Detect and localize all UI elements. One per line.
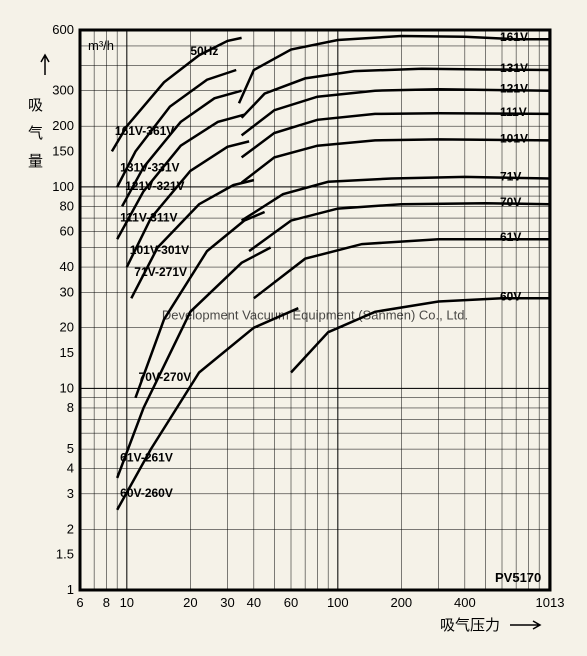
series-label-131V: 131V bbox=[500, 61, 528, 75]
combo-label-61V-261V: 61V-261V bbox=[120, 450, 173, 464]
y-unit: m³/h bbox=[88, 38, 114, 53]
combo-label-111V-311V: 111V-311V bbox=[120, 211, 177, 225]
pump-performance-chart: 6 8 10 20 30 40 60 100 200 400 1013 1 1.5 2 3 4 5 8 10 15 20… bbox=[10, 10, 577, 646]
x-tick: 8 bbox=[103, 595, 110, 610]
x-tick: 60 bbox=[284, 595, 298, 610]
x-tick: 1013 bbox=[536, 595, 565, 610]
combo-label-71V-271V: 71V-271V bbox=[134, 265, 187, 279]
combo-label-131V-331V: 131V-331V bbox=[120, 161, 179, 175]
y-tick: 150 bbox=[52, 143, 74, 158]
chart-svg: 6 8 10 20 30 40 60 100 200 400 1013 1 1.5 2 3 4 5 8 10 15 20… bbox=[10, 10, 577, 646]
x-tick: 400 bbox=[454, 595, 476, 610]
y-tick: 40 bbox=[60, 259, 74, 274]
series-label-70V: 70V bbox=[500, 195, 521, 209]
series-label-60V: 60V bbox=[500, 289, 521, 303]
combo-label-60V-260V: 60V-260V bbox=[120, 486, 173, 500]
combo-label-121V-321V: 121V-321V bbox=[125, 179, 184, 193]
x-tick: 30 bbox=[220, 595, 234, 610]
y-axis-title: 吸 bbox=[28, 97, 43, 114]
y-tick: 3 bbox=[67, 486, 74, 501]
x-tick: 20 bbox=[183, 595, 197, 610]
y-axis-title: 量 bbox=[28, 153, 43, 170]
y-tick: 8 bbox=[67, 400, 74, 415]
y-tick: 300 bbox=[52, 83, 74, 98]
series-label-121V: 121V bbox=[500, 82, 528, 96]
y-tick: 15 bbox=[60, 345, 74, 360]
y-tick: 30 bbox=[60, 284, 74, 299]
series-label-161V: 161V bbox=[500, 30, 528, 44]
y-tick: 60 bbox=[60, 224, 74, 239]
y-tick: 5 bbox=[67, 441, 74, 456]
frequency-label: 50Hz bbox=[190, 44, 218, 58]
combo-label-101V-301V: 101V-301V bbox=[130, 243, 189, 257]
y-tick: 10 bbox=[60, 380, 74, 395]
x-tick: 6 bbox=[76, 595, 83, 610]
x-tick: 40 bbox=[247, 595, 261, 610]
series-label-111V: 111V bbox=[500, 105, 527, 119]
x-tick: 100 bbox=[327, 595, 349, 610]
y-tick: 1 bbox=[67, 582, 74, 597]
series-label-61V: 61V bbox=[500, 230, 521, 244]
y-tick: 2 bbox=[67, 521, 74, 536]
x-tick: 200 bbox=[390, 595, 412, 610]
y-tick: 200 bbox=[52, 118, 74, 133]
y-tick: 100 bbox=[52, 179, 74, 194]
y-tick: 4 bbox=[67, 461, 74, 476]
combo-label-161V-361V: 161V-361V bbox=[115, 124, 174, 138]
series-label-101V: 101V bbox=[500, 131, 528, 145]
series-label-71V: 71V bbox=[500, 170, 521, 184]
y-axis-title: 气 bbox=[28, 125, 43, 142]
model-label: PV5170 bbox=[495, 570, 541, 585]
combo-label-70V-270V: 70V-270V bbox=[139, 370, 192, 384]
x-tick: 10 bbox=[120, 595, 134, 610]
curve-71V-271V bbox=[131, 180, 254, 298]
y-tick: 80 bbox=[60, 198, 74, 213]
x-axis-title: 吸气压力 bbox=[440, 617, 500, 634]
y-tick: 1.5 bbox=[56, 547, 74, 562]
watermark: Development Vacuum Equipment (Sanmen) Co… bbox=[162, 307, 468, 322]
y-tick: 600 bbox=[52, 22, 74, 37]
y-tick: 20 bbox=[60, 320, 74, 335]
